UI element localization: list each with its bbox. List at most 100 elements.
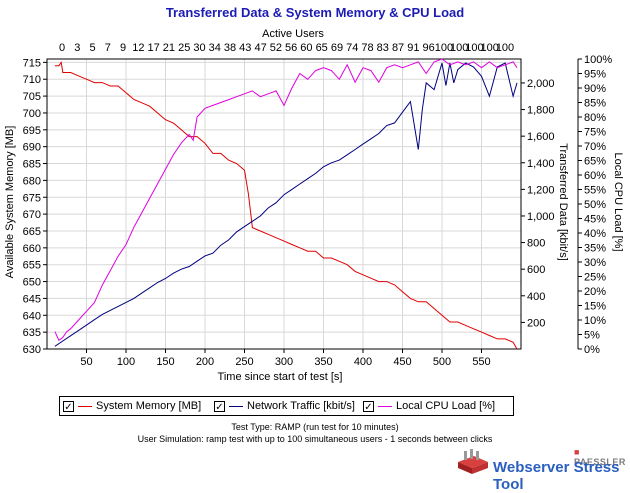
top-tick-label: 65 [316, 42, 328, 54]
legend-item-memory[interactable]: ✓ System Memory [MB] [63, 398, 201, 414]
x-tick-label: 300 [275, 356, 293, 368]
right1-tick-label: 1,400 [527, 158, 555, 170]
series-layer [54, 58, 518, 350]
brand-company: ■ PAESSLER [574, 447, 630, 467]
top-tick-label: 100 [481, 42, 499, 54]
left-tick-label: 635 [23, 327, 41, 339]
right1-tick-label: 400 [527, 291, 545, 303]
right2-tick-label: 5% [584, 330, 600, 342]
left-tick-label: 655 [23, 260, 41, 272]
right1-tick-label: 200 [527, 317, 545, 329]
left-tick-label: 685 [23, 159, 41, 171]
top-tick-label: 52 [270, 42, 282, 54]
left-axis-label: Available System Memory [MB] [4, 126, 16, 279]
brand-company-text: PAESSLER [574, 457, 626, 467]
top-tick-label: 9 [120, 42, 126, 54]
memory-swatch [78, 405, 92, 407]
right2-tick-label: 75% [584, 127, 606, 139]
right2-tick-label: 55% [584, 185, 606, 197]
right2-tick-label: 10% [584, 315, 606, 327]
left-tick-label: 680 [23, 175, 41, 187]
right1-tick-label: 1,200 [527, 184, 555, 196]
legend-label-memory: System Memory [MB] [96, 400, 202, 412]
right1-tick-label: 1,800 [527, 105, 555, 117]
top-tick-label: 83 [377, 42, 389, 54]
top-tick-label: 25 [178, 42, 190, 54]
top-tick-label: 5 [89, 42, 95, 54]
x-tick-label: 100 [117, 356, 135, 368]
top-tick-label: 100 [435, 42, 453, 54]
right2-tick-label: 85% [584, 98, 606, 110]
top-tick-label: 30 [193, 42, 205, 54]
right2-axis-label: Local CPU Load [%] [612, 152, 624, 251]
x-tick-label: 350 [314, 356, 332, 368]
top-tick-label: 12 [132, 42, 144, 54]
left-tick-label: 660 [23, 243, 41, 255]
right2-tick-label: 60% [584, 170, 606, 182]
right1-tick-label: 1,000 [527, 211, 555, 223]
top-tick-label: 100 [450, 42, 468, 54]
left-tick-label: 710 [23, 74, 41, 86]
top-tick-label: 69 [331, 42, 343, 54]
top-tick-label: 17 [148, 42, 160, 54]
x-tick-label: 150 [156, 356, 174, 368]
top-tick-label: 3 [74, 42, 80, 54]
right2-tick-label: 25% [584, 272, 606, 284]
right2-tick-label: 95% [584, 69, 606, 81]
brand-product: Webserver Stress Tool [493, 459, 620, 493]
right2-tick-label: 0% [584, 344, 600, 356]
right1-tick-label: 600 [527, 264, 545, 276]
top-tick-label: 78 [361, 42, 373, 54]
top-tick-label: 96 [422, 42, 434, 54]
left-tick-label: 630 [23, 344, 41, 356]
series-line-0 [54, 61, 518, 350]
left-tick-label: 705 [23, 91, 41, 103]
right2-tick-label: 70% [584, 141, 606, 153]
legend-item-cpu[interactable]: ✓ Local CPU Load [%] [363, 398, 495, 414]
x-tick-label: 550 [472, 356, 490, 368]
right2-tick-label: 15% [584, 301, 606, 313]
top-tick-label: 34 [209, 42, 221, 54]
left-tick-label: 695 [23, 125, 41, 137]
top-tick-label: 0 [59, 42, 65, 54]
top-tick-label: 38 [224, 42, 236, 54]
right2-tick-label: 20% [584, 286, 606, 298]
network-swatch [229, 405, 243, 407]
left-tick-label: 675 [23, 192, 41, 204]
top-tick-label: 21 [163, 42, 175, 54]
right2-tick-label: 50% [584, 199, 606, 211]
legend-item-network[interactable]: ✓ Network Traffic [kbit/s] [214, 398, 355, 414]
footer-test-type: Test Type: RAMP (run test for 10 minutes… [231, 422, 399, 432]
left-tick-label: 700 [23, 108, 41, 120]
legend-checkbox-memory[interactable]: ✓ [63, 400, 74, 413]
right2-tick-label: 45% [584, 214, 606, 226]
right1-tick-label: 1,600 [527, 131, 555, 143]
x-tick-label: 200 [196, 356, 214, 368]
right2-tick-label: 40% [584, 228, 606, 240]
x-axis-label: Time since start of test [s] [218, 371, 343, 383]
x-tick-label: 250 [235, 356, 253, 368]
legend: ✓ System Memory [MB] ✓ Network Traffic [… [59, 396, 514, 416]
legend-label-cpu: Local CPU Load [%] [396, 400, 496, 412]
top-tick-label: 7 [105, 42, 111, 54]
left-tick-label: 650 [23, 277, 41, 289]
right2-tick-label: 35% [584, 243, 606, 255]
right2-tick-label: 90% [584, 83, 606, 95]
series-line-1 [54, 62, 518, 347]
axes-layer: 50 100 150 200 250 300 350 400 450 500 55063063564… [23, 42, 613, 368]
right1-axis-label: Transferred Data [kbit/s] [557, 143, 569, 261]
x-tick-label: 50 [80, 356, 92, 368]
webserver-logo-icon [458, 449, 488, 474]
grid [47, 59, 521, 350]
chart-title: Transferred Data & System Memory & CPU L… [165, 5, 465, 20]
series-line-2 [54, 58, 518, 342]
right2-tick-label: 65% [584, 156, 606, 168]
legend-checkbox-network[interactable]: ✓ [214, 400, 225, 413]
legend-checkbox-cpu[interactable]: ✓ [363, 400, 374, 413]
legend-label-network: Network Traffic [kbit/s] [247, 400, 355, 412]
left-tick-label: 690 [23, 142, 41, 154]
top-tick-label: 87 [392, 42, 404, 54]
left-tick-label: 640 [23, 310, 41, 322]
top-tick-label: 100 [496, 42, 514, 54]
left-tick-label: 665 [23, 226, 41, 238]
